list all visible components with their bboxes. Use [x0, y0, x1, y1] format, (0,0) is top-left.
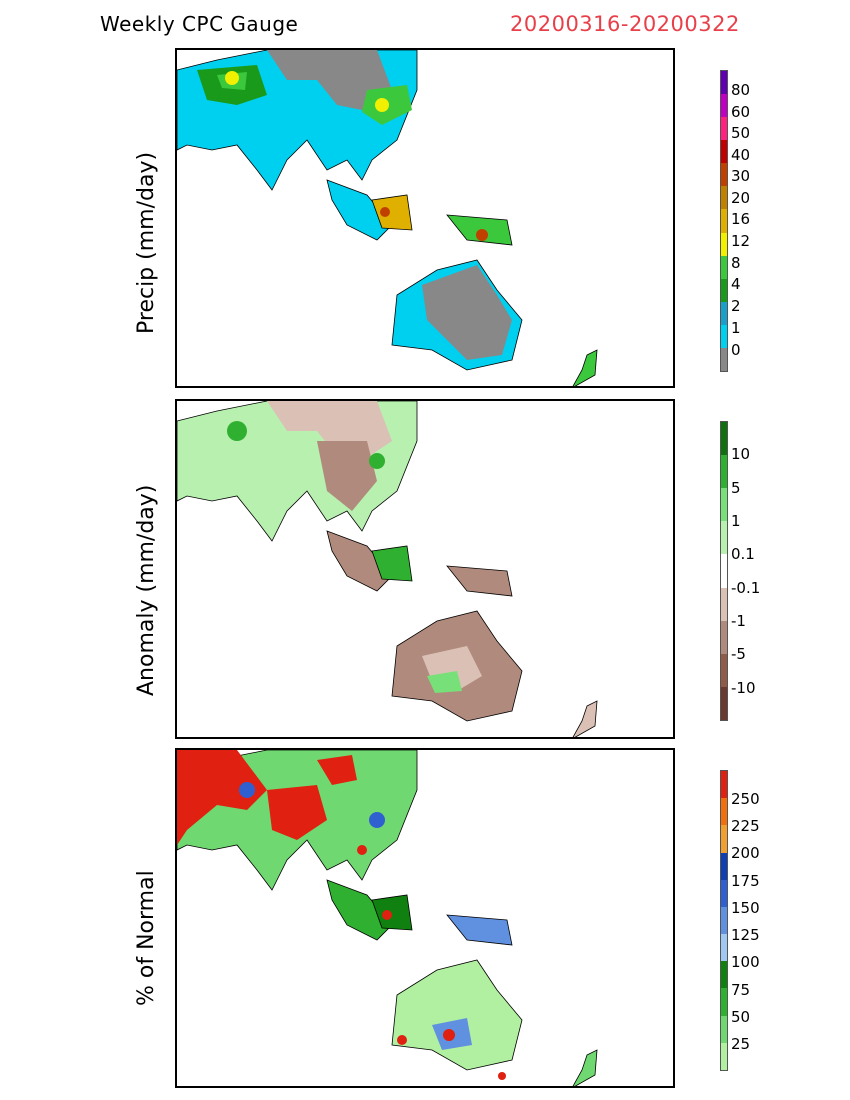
anomaly-tick: -0.1 [731, 579, 761, 597]
percent-color-7 [721, 852, 727, 880]
percent-color-9 [721, 798, 727, 826]
percent-color-2 [721, 988, 727, 1016]
anomaly-color-8 [721, 422, 727, 456]
percent-color-5 [721, 906, 727, 935]
percent-color-0 [721, 1042, 727, 1070]
percent-tick: 250 [731, 790, 760, 808]
precip-tick: 50 [731, 124, 751, 142]
anomaly-color-0 [721, 686, 727, 720]
precip-tick: 16 [731, 210, 751, 228]
precip-ylabel: Precip (mm/day) [134, 151, 159, 334]
precip-tick: 80 [731, 81, 751, 99]
precip-tick: 2 [731, 297, 741, 315]
percent-tick: 25 [731, 1035, 751, 1053]
precip-color-1 [721, 324, 727, 348]
anomaly-colorbar [720, 421, 728, 721]
precip-color-6 [721, 209, 727, 233]
percent-tick: 125 [731, 926, 760, 944]
precip-color-12 [721, 70, 727, 95]
precip-color-4 [721, 255, 727, 279]
chart-title: Weekly CPC Gauge [100, 12, 299, 36]
precip-tick: 60 [731, 103, 751, 121]
precip-tick: 12 [731, 232, 751, 250]
anomaly-tick: 5 [731, 479, 741, 497]
percent-color-1 [721, 1015, 727, 1043]
precip-color-11 [721, 94, 727, 118]
precip-color-8 [721, 163, 727, 187]
precip-tick: 40 [731, 146, 751, 164]
percent-color-4 [721, 934, 727, 962]
precip-colorbar [720, 70, 728, 372]
anomaly-tick: 0.1 [731, 545, 755, 563]
percent-colorbar [720, 770, 728, 1071]
date-range: 20200316-20200322 [510, 12, 740, 36]
anomaly-color-7 [721, 455, 727, 489]
anomaly-color-4 [721, 554, 727, 588]
percent-color-8 [721, 825, 727, 853]
precip-tick: 1 [731, 319, 741, 337]
precip-tick: 0 [731, 341, 741, 359]
percent-tick: 150 [731, 899, 760, 917]
anomaly-color-3 [721, 587, 727, 621]
percent-color-3 [721, 961, 727, 989]
precip-color-10 [721, 117, 727, 141]
percent-ylabel: % of Normal [134, 870, 159, 1006]
precip-map-graphic [177, 50, 598, 386]
anomaly-tick: 10 [731, 445, 751, 463]
precip-color-7 [721, 186, 727, 210]
precip-tick: 8 [731, 254, 741, 272]
anomaly-tick: -1 [731, 612, 746, 630]
anomaly-map-graphic [177, 401, 598, 737]
percent-color-10 [721, 770, 727, 799]
precip-color-3 [721, 278, 727, 302]
anomaly-color-6 [721, 488, 727, 522]
anomaly-color-1 [721, 653, 727, 687]
anomaly-tick: -10 [731, 679, 756, 697]
percent-tick: 75 [731, 981, 751, 999]
precip-color-2 [721, 301, 727, 325]
percent-tick: 175 [731, 872, 760, 890]
percent-tick: 225 [731, 817, 760, 835]
anomaly-tick: 1 [731, 512, 741, 530]
percent-color-6 [721, 879, 727, 907]
percent-map [175, 748, 675, 1088]
percent-map-graphic [177, 750, 598, 1086]
precip-tick: 20 [731, 189, 751, 207]
percent-tick: 50 [731, 1008, 751, 1026]
anomaly-tick: -5 [731, 645, 746, 663]
precip-color-0 [721, 347, 727, 371]
percent-tick: 100 [731, 953, 760, 971]
anomaly-ylabel: Anomaly (mm/day) [134, 484, 159, 696]
precip-tick: 4 [731, 275, 741, 293]
percent-tick: 200 [731, 844, 760, 862]
precip-map [175, 48, 675, 388]
precip-tick: 30 [731, 167, 751, 185]
precip-color-5 [721, 232, 727, 256]
anomaly-color-5 [721, 521, 727, 555]
anomaly-map [175, 399, 675, 739]
anomaly-color-2 [721, 620, 727, 654]
precip-color-9 [721, 140, 727, 164]
